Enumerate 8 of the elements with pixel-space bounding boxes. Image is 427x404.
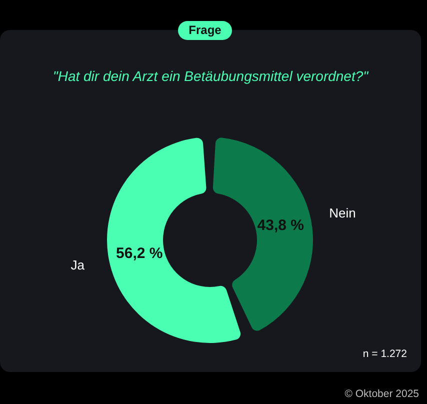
data-label: 56,2 % bbox=[116, 245, 163, 262]
data-label: 43,8 % bbox=[257, 217, 304, 234]
slice-label: Nein bbox=[329, 205, 356, 220]
text: © Oktober 2025 bbox=[344, 388, 419, 400]
chart-subtitle: Frage bbox=[178, 21, 232, 40]
chart-title: "Hat dir dein Arzt ein Betäubungsmittel verordnet?" bbox=[52, 68, 370, 84]
text: n = 1.272 bbox=[362, 348, 407, 360]
slice-label: Ja bbox=[70, 258, 86, 273]
